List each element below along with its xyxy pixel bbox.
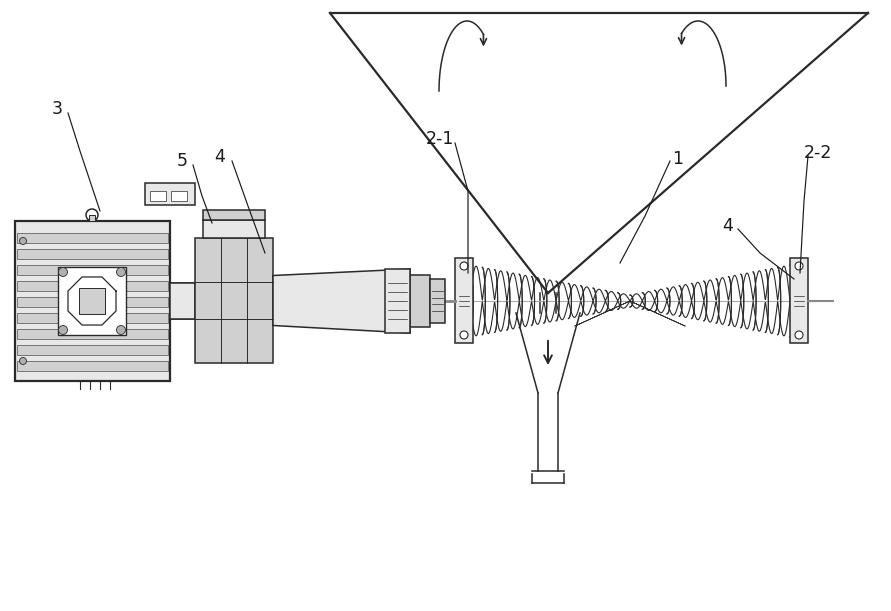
Bar (790, 258, 808, 343)
Bar (170, 283, 195, 319)
Bar (430, 279, 445, 323)
Bar (203, 210, 265, 220)
Text: 2-2: 2-2 (804, 144, 832, 162)
Text: 3: 3 (52, 100, 62, 118)
Bar (17, 345, 168, 355)
Bar (17, 297, 168, 307)
Circle shape (20, 357, 27, 365)
Bar (17, 281, 168, 291)
Text: 4: 4 (723, 217, 733, 235)
Text: 5: 5 (176, 152, 187, 170)
Bar (89, 215, 95, 221)
Bar (58, 267, 126, 335)
Bar (17, 313, 168, 323)
Bar (17, 249, 168, 259)
Circle shape (59, 326, 68, 334)
Polygon shape (273, 269, 410, 333)
Bar (15, 221, 170, 381)
Circle shape (20, 238, 27, 244)
Bar (79, 288, 105, 314)
Bar (410, 275, 430, 327)
Bar (455, 258, 473, 343)
Bar (385, 269, 410, 333)
Bar (17, 329, 168, 339)
Bar (203, 220, 265, 238)
Text: 2-1: 2-1 (426, 130, 454, 148)
Circle shape (117, 326, 126, 334)
Bar (171, 191, 187, 201)
Circle shape (795, 262, 803, 270)
Bar (17, 265, 168, 275)
Circle shape (460, 262, 468, 270)
Text: 4: 4 (215, 148, 225, 166)
Bar (17, 233, 168, 243)
Bar (17, 361, 168, 371)
Circle shape (795, 331, 803, 339)
Circle shape (59, 268, 68, 277)
Text: 1: 1 (673, 150, 683, 168)
Circle shape (117, 268, 126, 277)
Circle shape (460, 331, 468, 339)
Bar (195, 238, 273, 363)
Bar (150, 191, 166, 201)
Bar (145, 183, 195, 205)
